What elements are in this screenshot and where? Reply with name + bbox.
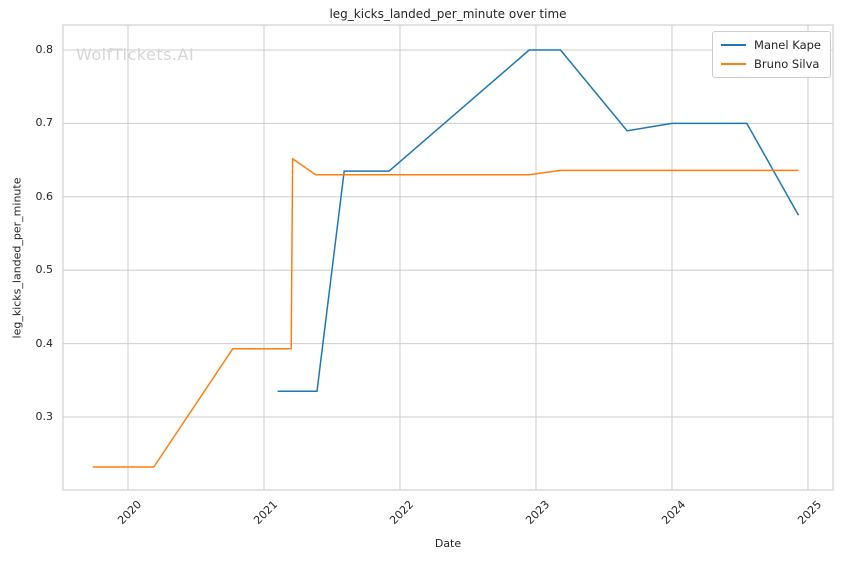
legend-item-bruno-silva: Bruno Silva (721, 55, 821, 72)
watermark: WolfTickets.AI (76, 45, 195, 64)
y-tick-label-0.5: 0.5 (35, 263, 54, 277)
y-tick-label-0.7: 0.7 (35, 116, 54, 130)
chart-title: leg_kicks_landed_per_minute over time (329, 7, 567, 21)
y-tick-label-0.6: 0.6 (35, 189, 54, 203)
y-tick-label-0.3: 0.3 (35, 410, 54, 424)
x-axis-label: Date (434, 537, 462, 550)
y-tick-label-0.8: 0.8 (35, 43, 54, 57)
legend-label-bruno-silva: Bruno Silva (754, 56, 820, 71)
legend-label-manel-kape: Manel Kape (754, 37, 821, 52)
legend-line-swatch-blue (721, 43, 747, 46)
y-tick-label-0.4: 0.4 (35, 336, 54, 350)
series-line-manel-kape (277, 49, 800, 393)
legend-line-swatch-orange (721, 62, 747, 65)
legend-item-manel-kape: Manel Kape (721, 36, 821, 53)
series-line-bruno-silva (92, 157, 799, 468)
plot-border (62, 24, 834, 491)
legend: Manel Kape Bruno Silva (712, 31, 831, 78)
